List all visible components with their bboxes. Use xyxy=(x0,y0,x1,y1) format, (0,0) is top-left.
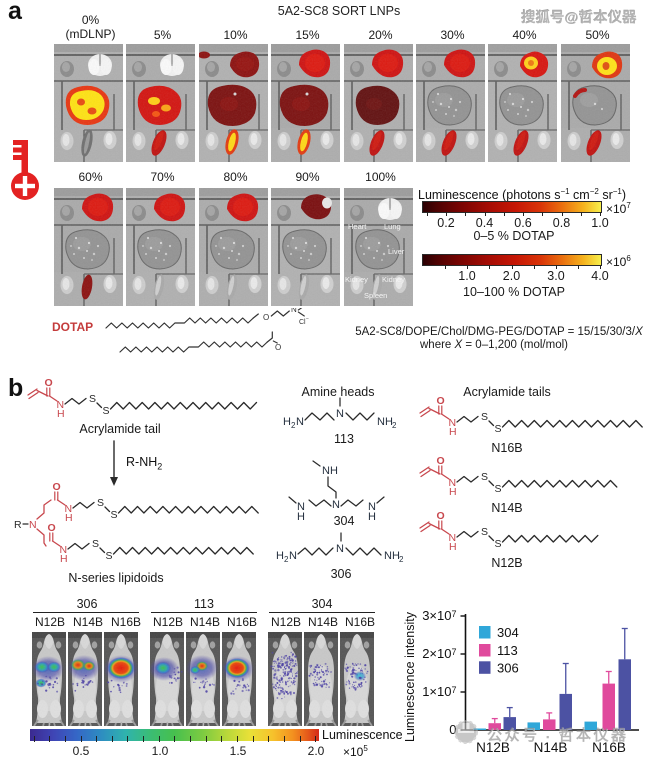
svg-text:H: H xyxy=(449,426,457,438)
svg-text:N: N xyxy=(449,477,457,489)
svg-text:2: 2 xyxy=(392,421,397,430)
svg-text:S: S xyxy=(481,471,488,483)
svg-text:N: N xyxy=(368,501,376,513)
svg-text:N: N xyxy=(57,399,65,411)
svg-text:N: N xyxy=(449,532,457,544)
svg-text:H: H xyxy=(65,512,73,524)
svg-text:O: O xyxy=(53,481,61,493)
svg-text:N: N xyxy=(291,308,297,314)
svg-text:N: N xyxy=(297,501,305,513)
svg-text:0: 0 xyxy=(449,722,456,737)
svg-text:N: N xyxy=(65,503,73,515)
svg-text:N: N xyxy=(336,543,344,555)
svg-text:S: S xyxy=(97,497,104,509)
svg-text:N: N xyxy=(29,519,37,531)
svg-text:N: N xyxy=(332,499,340,511)
svg-text:H: H xyxy=(283,416,291,428)
svg-text:3×107: 3×107 xyxy=(422,608,456,623)
svg-text:S: S xyxy=(495,538,502,550)
svg-text:N: N xyxy=(449,417,457,429)
svg-text:NH: NH xyxy=(377,416,393,428)
svg-text:Cl: Cl xyxy=(299,319,306,326)
svg-text:H: H xyxy=(368,511,376,523)
svg-text:NH: NH xyxy=(384,550,400,562)
svg-text:S: S xyxy=(103,405,110,417)
svg-text:Liver: Liver xyxy=(388,247,405,256)
svg-text:Heart: Heart xyxy=(348,222,367,231)
svg-text:R: R xyxy=(14,519,22,531)
svg-text:S: S xyxy=(89,393,96,405)
svg-text:S: S xyxy=(92,538,99,550)
svg-text:N: N xyxy=(289,550,297,562)
svg-text:Spleen: Spleen xyxy=(364,291,387,300)
svg-text:2: 2 xyxy=(291,421,296,430)
svg-text:O: O xyxy=(437,510,445,522)
svg-text:Luminescence intensity: Luminescence intensity xyxy=(403,611,417,742)
svg-text:S: S xyxy=(111,509,118,521)
svg-text:S: S xyxy=(495,423,502,435)
svg-text:S: S xyxy=(481,411,488,423)
svg-text:O: O xyxy=(437,455,445,467)
svg-text:H: H xyxy=(276,550,284,562)
svg-text:113: 113 xyxy=(497,643,518,658)
svg-text:H: H xyxy=(297,511,305,523)
svg-text:N: N xyxy=(296,416,304,428)
svg-text:N: N xyxy=(336,408,344,420)
svg-text:O: O xyxy=(48,522,56,534)
svg-text:Kidney: Kidney xyxy=(382,275,405,284)
svg-text:Lung: Lung xyxy=(384,222,401,231)
svg-text:S: S xyxy=(495,483,502,495)
svg-text:2: 2 xyxy=(399,555,404,564)
svg-text:H: H xyxy=(449,541,457,553)
svg-text:H: H xyxy=(60,553,68,565)
svg-text:2: 2 xyxy=(284,555,289,564)
svg-text:N14B: N14B xyxy=(534,740,568,755)
svg-text:H: H xyxy=(449,486,457,498)
svg-text:O: O xyxy=(437,395,445,407)
svg-text:Kidney: Kidney xyxy=(345,275,368,284)
svg-text:1×107: 1×107 xyxy=(422,684,456,699)
svg-text:O: O xyxy=(45,377,53,389)
svg-text:2×107: 2×107 xyxy=(422,646,456,661)
svg-text:N: N xyxy=(60,544,68,556)
svg-text:NH: NH xyxy=(322,465,338,477)
svg-text:N16B: N16B xyxy=(592,740,626,755)
svg-text:S: S xyxy=(106,550,113,562)
svg-text:O: O xyxy=(275,343,281,352)
svg-text:306: 306 xyxy=(497,660,519,675)
svg-text:O: O xyxy=(263,313,269,322)
svg-text:−: − xyxy=(306,316,309,322)
svg-text:304: 304 xyxy=(497,625,519,640)
svg-text:S: S xyxy=(481,526,488,538)
svg-text:H: H xyxy=(57,408,65,420)
svg-text:N12B: N12B xyxy=(476,740,510,755)
